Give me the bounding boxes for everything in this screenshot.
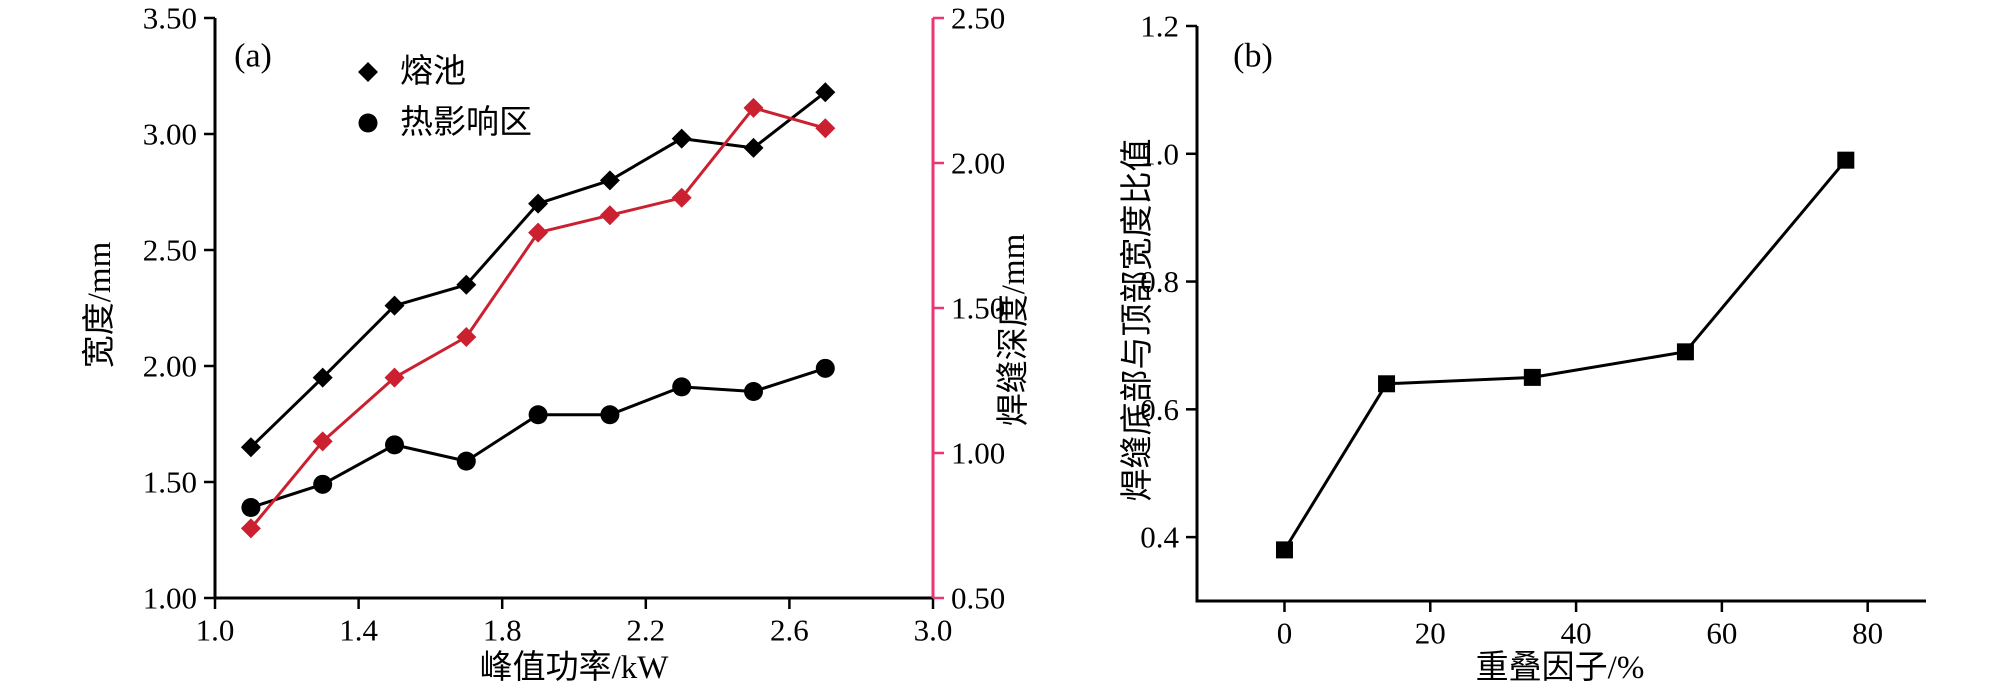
data-point-marker: [456, 327, 477, 347]
data-point-marker: [313, 474, 333, 494]
y-tick-label-left: 2.50: [143, 233, 197, 268]
series-line-0: [1283, 159, 1847, 551]
x-tick-label: 60: [1706, 615, 1737, 650]
data-point-marker: [385, 435, 404, 455]
data-point-marker: [743, 137, 764, 158]
x-tick-label: 1.0: [196, 612, 235, 647]
data-point-marker: [743, 97, 764, 118]
data-point-marker: [240, 518, 261, 539]
data-point-marker: [671, 187, 692, 208]
legend-marker: [358, 62, 378, 82]
legend-label: 熔池: [400, 53, 466, 90]
x-tick-label: 0: [1277, 615, 1293, 650]
data-point-marker: [599, 205, 620, 226]
y-tick-label-right: 2.50: [951, 1, 1005, 36]
y-tick-label-left: 1.50: [143, 465, 197, 500]
y-tick-label-right: 1.00: [951, 436, 1005, 471]
x-tick-label: 2.2: [626, 612, 665, 647]
y-axis-title-left: 宽度/mm: [81, 241, 118, 368]
x-tick-label: 1.8: [483, 612, 522, 647]
panel-label-b: (b): [1233, 38, 1273, 75]
y-tick-label-left: 1.2: [1140, 9, 1179, 44]
series-line-1: [250, 366, 826, 509]
legend-marker: [358, 113, 378, 133]
data-point-marker: [240, 437, 261, 458]
y-tick-label-left: 2.00: [143, 349, 197, 384]
y-tick-label-left: 1.00: [143, 581, 197, 616]
x-tick-label: 2.6: [770, 612, 809, 647]
y-axis-title-right: 焊缝深度/mm: [995, 233, 1032, 426]
x-axis-title: 峰值功率/kW: [480, 649, 670, 686]
data-point-marker: [312, 431, 333, 452]
data-point-marker: [456, 274, 477, 295]
series-line-0: [249, 91, 827, 449]
x-tick-label: 80: [1852, 615, 1883, 650]
series-line-2: [249, 106, 826, 530]
data-point-marker: [528, 193, 549, 214]
y-axis-title-left: 焊缝底部与顶部宽度比值: [1119, 139, 1156, 502]
data-point-marker: [1676, 343, 1694, 361]
y-tick-label-left: 0.8: [1140, 264, 1179, 299]
data-point-marker: [1837, 151, 1855, 169]
data-point-marker: [815, 118, 836, 139]
x-tick-label: 1.4: [339, 612, 378, 647]
data-point-marker: [312, 367, 333, 388]
panel-label-a: (a): [234, 38, 272, 75]
data-point-marker: [815, 82, 836, 103]
legend-label: 热影响区: [400, 104, 532, 141]
data-point-marker: [384, 367, 405, 388]
x-tick-label: 20: [1415, 615, 1446, 650]
x-tick-label: 3.0: [914, 612, 953, 647]
data-point-marker: [528, 405, 548, 425]
data-point-marker: [528, 222, 549, 243]
x-tick-label: 40: [1561, 615, 1592, 650]
data-point-marker: [744, 382, 763, 402]
data-point-marker: [1378, 375, 1396, 393]
panel-a: 1.0 1.4 1.8 2.2 2.6 3.0 1.00 1.50 2.00 2.50 3.00 3.…: [81, 1, 1032, 687]
data-point-marker: [815, 358, 835, 378]
data-point-marker: [456, 451, 476, 471]
panel-b: 0 20 40 60 80 0.4 0.6 0.8 1.0 1.2 重叠因子/% 焊缝底部与顶部宽度比…: [1119, 9, 1926, 686]
y-tick-label-left: 3.50: [143, 1, 197, 36]
data-point-marker: [672, 377, 692, 397]
data-point-marker: [599, 170, 620, 191]
data-point-marker: [600, 405, 620, 425]
x-axis-title: 重叠因子/%: [1476, 650, 1645, 686]
data-point-marker: [241, 498, 261, 518]
y-tick-label-right: 0.50: [951, 581, 1005, 616]
data-point-marker: [384, 295, 405, 316]
y-tick-label-left: 0.4: [1140, 520, 1179, 555]
y-tick-label-right: 2.00: [951, 146, 1005, 181]
data-point-marker: [671, 128, 692, 149]
y-tick-label-left: 3.00: [143, 117, 197, 152]
y-tick-label-left: 0.6: [1140, 392, 1179, 427]
data-point-marker: [1275, 541, 1293, 559]
y-tick-label-left: 1.0: [1140, 136, 1179, 171]
data-point-marker: [1523, 368, 1541, 386]
y-tick-label-right: 1.50: [951, 291, 1005, 326]
